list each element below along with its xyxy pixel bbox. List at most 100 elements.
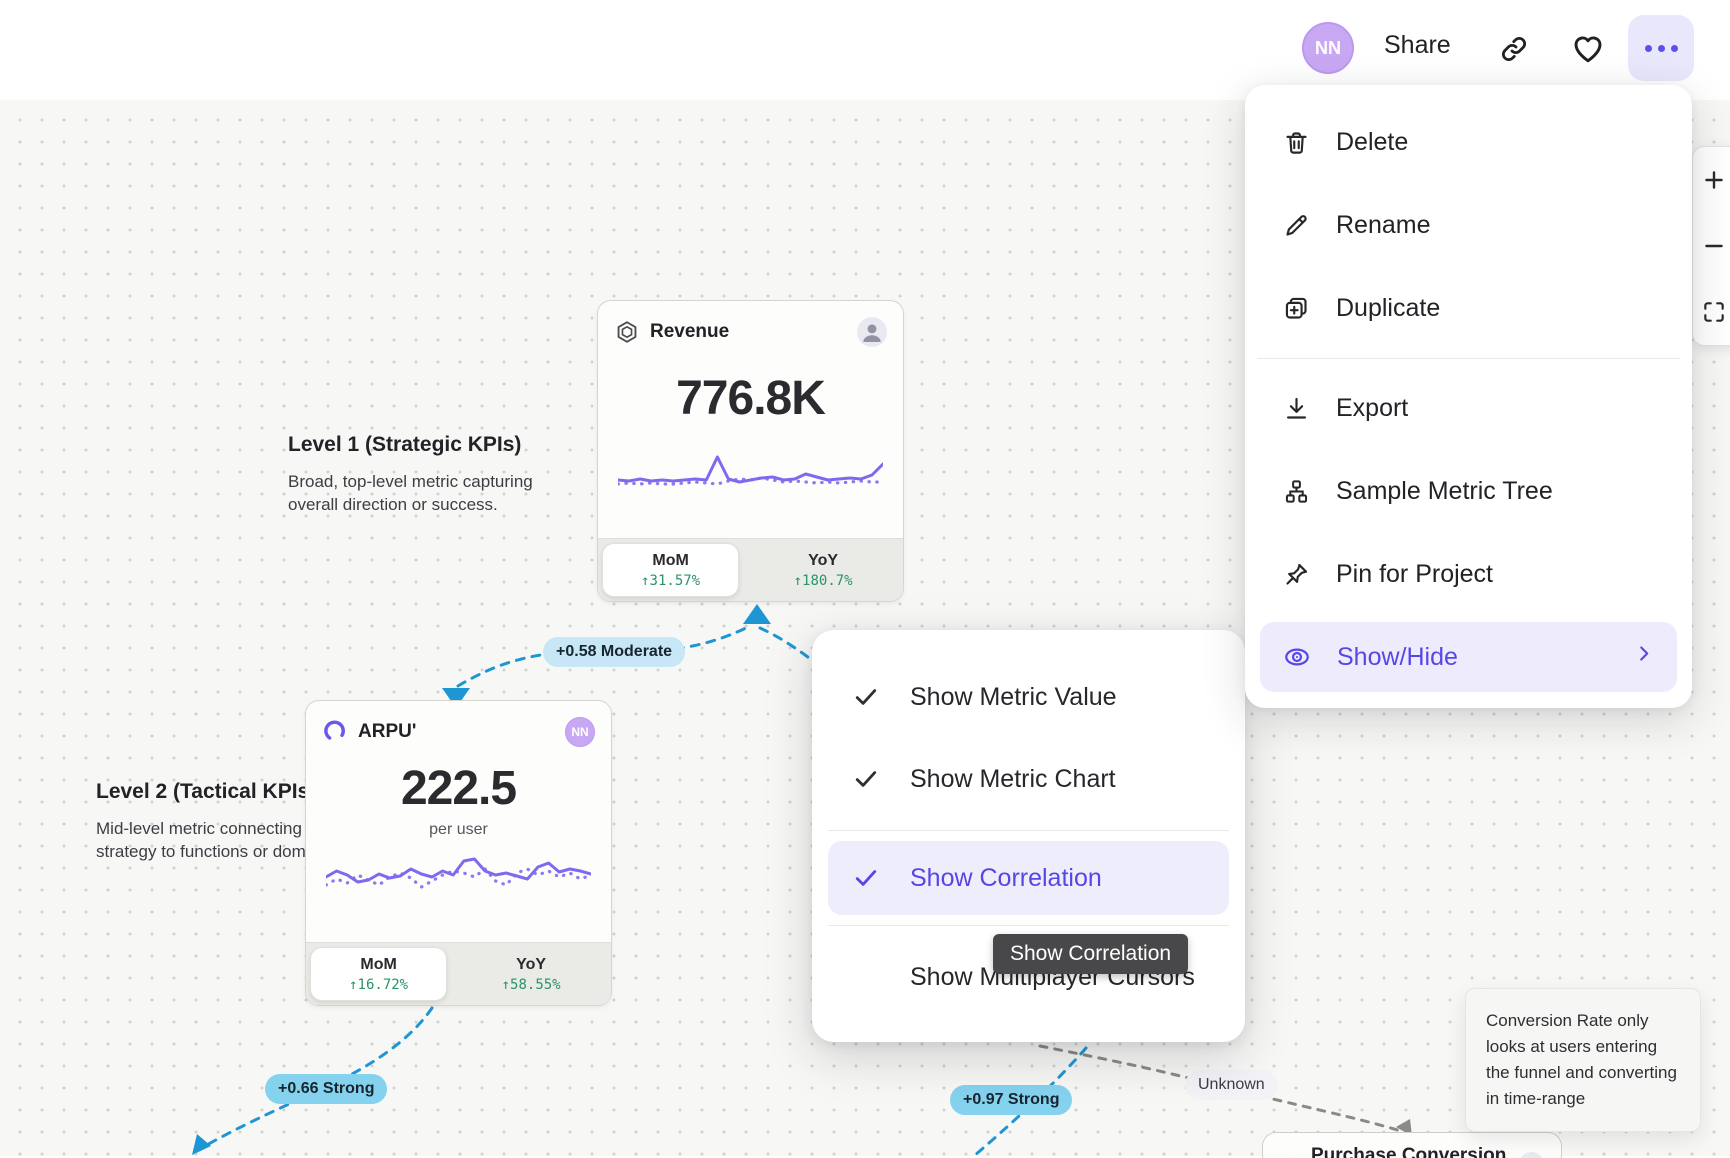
checkmark-icon <box>852 765 884 793</box>
correlation-badge-unknown[interactable]: Unknown <box>1185 1070 1278 1100</box>
arpu-owner-avatar[interactable]: NN <box>565 717 595 747</box>
menu-item-rename[interactable]: Rename <box>1245 184 1692 267</box>
purchase-owner-avatar[interactable] <box>1517 1152 1546 1158</box>
level2-description: Mid-level metric connecting strategy to … <box>96 819 316 861</box>
share-button[interactable]: Share <box>1384 31 1451 59</box>
arrowhead-gray-icon <box>1396 1119 1412 1136</box>
correlation-badge-strong-1[interactable]: +0.66 Strong <box>265 1074 388 1104</box>
metric-card-purchase-conversion[interactable]: Purchase Conversion R <box>1262 1132 1562 1158</box>
level1-annotation: Level 1 (Strategic KPIs) Broad, top-leve… <box>288 433 550 516</box>
revenue-value: 776.8K <box>676 372 826 425</box>
revenue-yoy-label: YoY <box>808 551 839 569</box>
menu-item-show-hide[interactable]: Show/Hide <box>1260 622 1677 692</box>
arpu-card-header: ARPU' NN <box>306 701 611 747</box>
menu-item-label: Pin for Project <box>1336 560 1494 588</box>
arrowhead-bottomleft-icon <box>192 1134 211 1155</box>
menu-item-label: Delete <box>1336 128 1409 156</box>
menu-item-export[interactable]: Export <box>1245 367 1692 450</box>
user-avatar[interactable]: NN <box>1302 22 1354 74</box>
heart-icon <box>1574 36 1602 63</box>
more-options-button[interactable] <box>1628 15 1694 81</box>
arpu-tab-yoy[interactable]: YoY ↑58.55% <box>451 943 611 1005</box>
submenu-divider <box>828 925 1229 926</box>
purchase-card-header: Purchase Conversion R <box>1263 1133 1561 1158</box>
menu-divider <box>1257 358 1680 359</box>
context-menu: Delete Rename Duplicate Export Sample Me… <box>1245 85 1692 708</box>
arc-metric-icon <box>324 720 345 740</box>
revenue-mom-value: ↑31.57% <box>641 572 701 589</box>
menu-item-label: Export <box>1336 394 1409 422</box>
arpu-unit: per user <box>429 821 488 838</box>
chevron-right-icon <box>1633 643 1655 672</box>
menu-item-delete[interactable]: Delete <box>1245 101 1692 184</box>
menu-item-sample-metric-tree[interactable]: Sample Metric Tree <box>1245 450 1692 533</box>
revenue-tab-mom[interactable]: MoM ↑31.57% <box>602 543 740 597</box>
favorite-button[interactable] <box>1568 28 1608 68</box>
top-toolbar <box>0 0 1730 100</box>
level1-description: Broad, top-level metric capturing overal… <box>288 472 533 514</box>
correlation-badge-strong-2[interactable]: +0.97 Strong <box>950 1085 1073 1115</box>
menu-item-duplicate[interactable]: Duplicate <box>1245 267 1692 350</box>
submenu-item-show-metric-chart[interactable]: Show Metric Chart <box>812 738 1245 820</box>
arpu-yoy-label: YoY <box>516 955 547 973</box>
person-icon <box>863 324 881 342</box>
showhide-submenu: Show Metric Value Show Metric Chart Show… <box>812 630 1245 1042</box>
eye-icon <box>1285 648 1309 666</box>
menu-item-label: Duplicate <box>1336 294 1441 322</box>
submenu-divider <box>828 830 1229 831</box>
pencil-icon <box>1286 215 1307 236</box>
arpu-mom-value: ↑16.72% <box>349 976 409 993</box>
revenue-sparkline <box>618 455 883 486</box>
revenue-card-header: Revenue <box>598 301 903 347</box>
menu-item-label: Sample Metric Tree <box>1336 477 1553 505</box>
revenue-yoy-value: ↑180.7% <box>793 572 853 589</box>
level2-title: Level 2 (Tactical KPIs <box>96 780 310 803</box>
correlation-line-strong1 <box>196 1006 434 1152</box>
zoom-out-icon[interactable] <box>1701 233 1727 259</box>
person-icon <box>1518 1152 1546 1158</box>
download-icon <box>1286 397 1307 419</box>
arpu-mom-label: MoM <box>360 955 397 973</box>
arpu-yoy-value: ↑58.55% <box>501 976 561 993</box>
pin-icon <box>1286 563 1308 585</box>
canvas-zoom-panel <box>1692 146 1730 346</box>
submenu-item-show-metric-value[interactable]: Show Metric Value <box>812 656 1245 738</box>
level1-title: Level 1 (Strategic KPIs) <box>288 433 522 456</box>
ellipsis-icon <box>1644 44 1652 52</box>
revenue-tab-yoy[interactable]: YoY ↑180.7% <box>743 539 903 601</box>
arpu-sparkline <box>326 857 591 889</box>
checkmark-icon <box>852 683 884 711</box>
arpu-tab-mom[interactable]: MoM ↑16.72% <box>310 947 448 1001</box>
trash-icon <box>1286 132 1307 154</box>
menu-item-label: Show/Hide <box>1337 642 1458 671</box>
copy-link-button[interactable] <box>1496 31 1532 67</box>
arrowhead-up-icon <box>743 604 771 624</box>
fit-view-icon[interactable] <box>1701 299 1727 325</box>
submenu-item-label: Show Metric Value <box>910 682 1117 711</box>
show-correlation-tooltip: Show Correlation <box>993 934 1189 974</box>
revenue-period-tabs: MoM ↑31.57% YoY ↑180.7% <box>598 538 903 601</box>
level2-annotation: Level 2 (Tactical KPIs Mid-level metric … <box>96 780 324 863</box>
link-icon <box>1501 36 1527 62</box>
arpu-card-title: ARPU' <box>358 721 417 742</box>
metric-card-revenue[interactable]: Revenue 776.8K MoM ↑31.57% YoY ↑180.7% <box>597 300 904 602</box>
hexagon-badge-icon <box>617 321 637 343</box>
submenu-item-label: Show Metric Chart <box>910 764 1116 793</box>
correlation-badge-moderate[interactable]: +0.58 Moderate <box>543 637 686 667</box>
revenue-mom-label: MoM <box>652 551 689 569</box>
tree-hierarchy-icon <box>1285 480 1308 503</box>
arrowhead-down-icon <box>442 688 470 708</box>
metric-card-arpu[interactable]: ARPU' NN 222.5 per user MoM ↑16.72% YoY … <box>305 700 612 1006</box>
revenue-card-title: Revenue <box>650 321 730 342</box>
arpu-value: 222.5 <box>400 762 517 815</box>
revenue-owner-avatar[interactable] <box>857 317 887 347</box>
submenu-item-label: Show Correlation <box>910 863 1102 892</box>
menu-item-pin-for-project[interactable]: Pin for Project <box>1245 533 1692 616</box>
submenu-item-show-correlation[interactable]: Show Correlation <box>828 841 1229 915</box>
conversion-note-tooltip: Conversion Rate only looks at users ente… <box>1465 988 1701 1132</box>
purchase-card-title: Purchase Conversion R <box>1311 1145 1507 1158</box>
arpu-period-tabs: MoM ↑16.72% YoY ↑58.55% <box>306 942 611 1005</box>
duplicate-icon <box>1285 297 1307 319</box>
zoom-in-icon[interactable] <box>1701 167 1727 193</box>
menu-item-label: Rename <box>1336 211 1431 239</box>
